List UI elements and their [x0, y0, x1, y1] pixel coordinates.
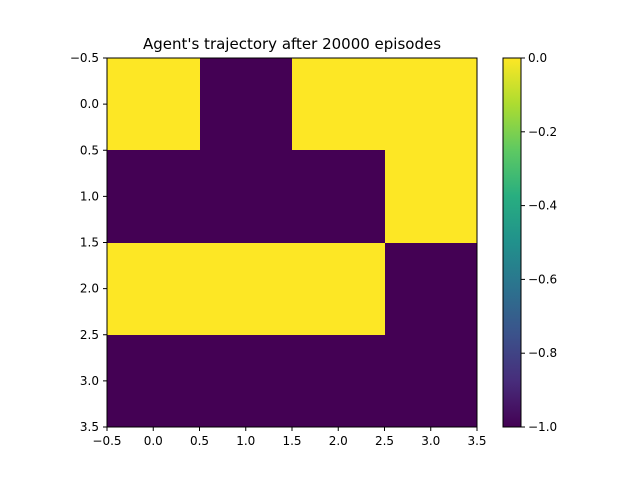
colorbar-tick-label: −1.0	[528, 420, 557, 434]
x-tick-label: 2.5	[375, 434, 394, 448]
heatmap-cell	[107, 58, 200, 150]
y-tick-label: 2.5	[80, 328, 99, 342]
heatmap-cell	[292, 335, 385, 427]
y-axis: −0.5 0.0 0.5 1.0 1.5 2.0 2.5 3.0 3.5	[70, 51, 107, 434]
heatmap-cell	[385, 243, 477, 335]
y-tick-label: 3.5	[80, 420, 99, 434]
y-tick-label: 1.5	[80, 236, 99, 250]
heatmap-cell	[107, 150, 200, 243]
heatmap-cell	[200, 335, 292, 427]
heatmap-cell	[385, 150, 477, 243]
x-tick-label: 2.0	[329, 434, 348, 448]
x-tick-label: 1.5	[282, 434, 301, 448]
y-tick-label: 3.0	[80, 374, 99, 388]
heatmap-cell	[292, 150, 385, 243]
y-tick-label: 1.0	[80, 189, 99, 203]
x-tick-label: 0.0	[144, 434, 163, 448]
x-tick-label: 3.5	[467, 434, 486, 448]
chart-title: Agent's trajectory after 20000 episodes	[143, 35, 441, 53]
plot-frame	[106, 57, 478, 428]
y-tick-label: −0.5	[70, 51, 99, 65]
heatmap-cell	[385, 58, 477, 150]
heatmap-cell	[200, 243, 292, 335]
y-tick-label: 0.0	[80, 97, 99, 111]
y-tick-label: 0.5	[80, 143, 99, 157]
colorbar-axis: 0.0 −0.2 −0.4 −0.6 −0.8 −1.0	[521, 51, 557, 434]
colorbar-tick-label: −0.2	[528, 125, 557, 139]
heatmap-cell	[292, 58, 385, 150]
colorbar-tick-label: 0.0	[528, 51, 547, 65]
heatmap-cell	[107, 335, 200, 427]
x-tick-label: 3.0	[421, 434, 440, 448]
colorbar-tick-label: −0.6	[528, 272, 557, 286]
x-tick-label: −0.5	[92, 434, 121, 448]
heatmap-cell	[200, 150, 292, 243]
colorbar-tick-label: −0.8	[528, 346, 557, 360]
colorbar	[502, 57, 522, 428]
heatmap-cells	[107, 58, 477, 427]
heatmap-cell	[385, 335, 477, 427]
x-tick-label: 1.0	[236, 434, 255, 448]
colorbar-tick-label: −0.4	[528, 199, 557, 213]
heatmap-cell	[107, 243, 200, 335]
heatmap-cell	[292, 243, 385, 335]
x-tick-label: 0.5	[190, 434, 209, 448]
y-tick-label: 2.0	[80, 282, 99, 296]
x-axis: −0.5 0.0 0.5 1.0 1.5 2.0 2.5 3.0 3.5	[92, 427, 487, 448]
heatmap-cell	[200, 58, 292, 150]
